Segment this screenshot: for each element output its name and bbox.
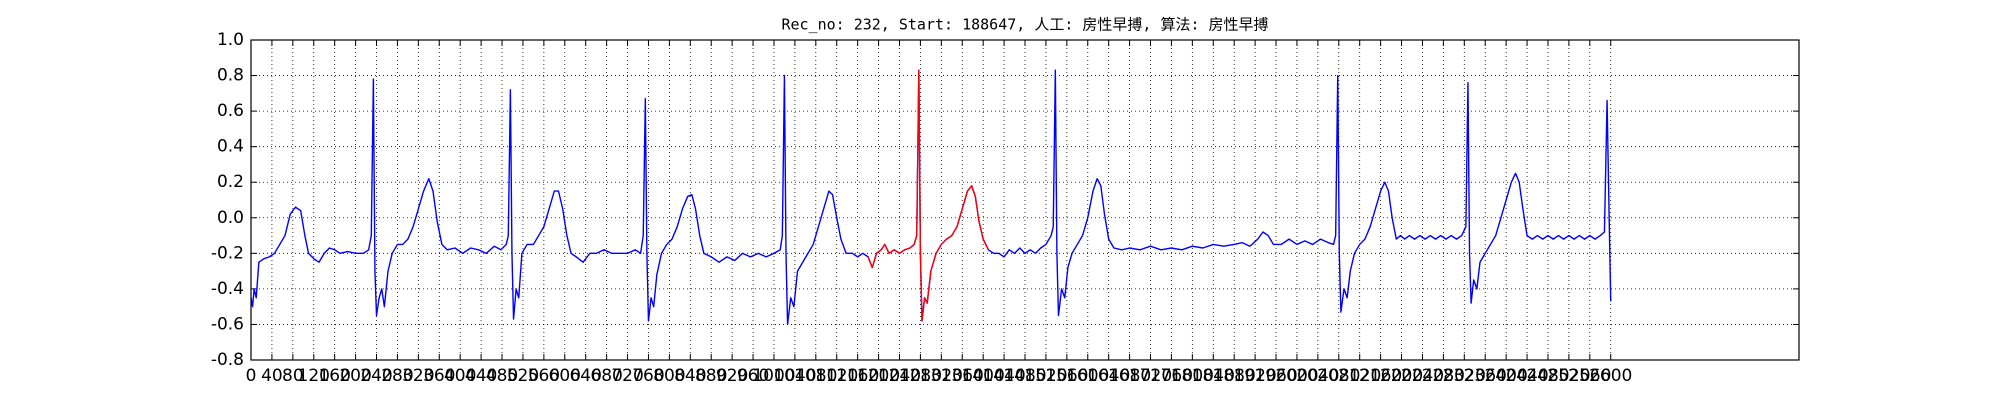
x-tick-label: 2320 xyxy=(1443,366,1486,386)
x-tick-label: 520 xyxy=(507,366,539,386)
x-tick-label: 1880 xyxy=(1213,366,1256,386)
x-tick-label: 2080 xyxy=(1317,366,1360,386)
x-tick-label: 1960 xyxy=(1254,366,1297,386)
signal-line xyxy=(867,69,990,322)
x-tick-label: 1280 xyxy=(899,366,942,386)
x-tick-label: 1360 xyxy=(941,366,984,386)
x-tick-label: 1440 xyxy=(982,366,1025,386)
x-tick-label: 240 xyxy=(360,366,392,386)
x-tick-label: 1640 xyxy=(1087,366,1130,386)
x-tick-label: 0 xyxy=(246,366,257,386)
x-tick-label: 1600 xyxy=(1066,366,1109,386)
y-tick-label: -0.8 xyxy=(211,350,244,370)
x-tick-label: 2280 xyxy=(1422,366,1465,386)
x-tick-label: 560 xyxy=(528,366,560,386)
x-tick-label: 2120 xyxy=(1338,366,1381,386)
x-tick-label: 480 xyxy=(486,366,518,386)
x-tick-label: 1000 xyxy=(752,366,795,386)
plot-frame xyxy=(250,39,1800,361)
x-tick-label: 760 xyxy=(632,366,664,386)
x-tick-label: 2200 xyxy=(1380,366,1423,386)
y-tick-label: -0.6 xyxy=(211,314,244,334)
x-tick-label: 80 xyxy=(282,366,304,386)
x-tick-label: 40 xyxy=(261,366,283,386)
x-tick-label: 1200 xyxy=(857,366,900,386)
x-tick-label: 1320 xyxy=(920,366,963,386)
x-tick-label: 2560 xyxy=(1568,366,1611,386)
y-tick-label: 1.0 xyxy=(217,30,244,50)
x-tick-label: 800 xyxy=(653,366,685,386)
x-tick-label: 2400 xyxy=(1485,366,1528,386)
x-tick-label: 160 xyxy=(318,366,350,386)
x-tick-label: 360 xyxy=(423,366,455,386)
x-tick-label: 2240 xyxy=(1401,366,1444,386)
y-tick-label: 0.8 xyxy=(217,66,244,86)
x-tick-label: 1480 xyxy=(1003,366,1046,386)
x-tick-label: 1080 xyxy=(794,366,837,386)
x-tick-label: 640 xyxy=(569,366,601,386)
x-tick-label: 2520 xyxy=(1547,366,1590,386)
x-tick-label: 2000 xyxy=(1275,366,1318,386)
x-tick-label: 720 xyxy=(611,366,643,386)
x-tick-label: 2040 xyxy=(1296,366,1339,386)
x-tick-label: 1040 xyxy=(773,366,816,386)
x-tick-label: 1800 xyxy=(1171,366,1214,386)
x-tick-label: 1680 xyxy=(1108,366,1151,386)
x-tick-label: 280 xyxy=(381,366,413,386)
x-tick-label: 840 xyxy=(674,366,706,386)
x-tick-label: 200 xyxy=(339,366,371,386)
x-tick-label: 120 xyxy=(298,366,330,386)
x-tick-label: 440 xyxy=(465,366,497,386)
y-tick-label: -0.2 xyxy=(211,243,244,263)
x-tick-label: 600 xyxy=(549,366,581,386)
x-tick-label: 960 xyxy=(737,366,769,386)
y-tick-label: 0.4 xyxy=(217,137,244,157)
x-tick-label: 2360 xyxy=(1464,366,1507,386)
x-tick-label: 2600 xyxy=(1589,366,1632,386)
x-tick-label: 1400 xyxy=(962,366,1005,386)
x-tick-label: 400 xyxy=(444,366,476,386)
x-tick-label: 1920 xyxy=(1233,366,1276,386)
x-tick-label: 2480 xyxy=(1526,366,1569,386)
y-tick-label: 0.2 xyxy=(217,172,244,192)
x-tick-label: 880 xyxy=(695,366,727,386)
y-tick-label: 0.6 xyxy=(217,101,244,121)
y-tick-label: -0.4 xyxy=(211,279,244,299)
x-tick-label: 1520 xyxy=(1024,366,1067,386)
x-tick-label: 320 xyxy=(402,366,434,386)
x-tick-label: 1760 xyxy=(1150,366,1193,386)
x-tick-label: 680 xyxy=(590,366,622,386)
x-tick-label: 2160 xyxy=(1359,366,1402,386)
x-tick-label: 1840 xyxy=(1192,366,1235,386)
x-tick-label: 1240 xyxy=(878,366,921,386)
x-tick-label: 1560 xyxy=(1045,366,1088,386)
x-tick-label: 1160 xyxy=(836,366,879,386)
x-tick-label: 2440 xyxy=(1505,366,1548,386)
x-tick-label: 1720 xyxy=(1129,366,1172,386)
x-tick-label: 920 xyxy=(716,366,748,386)
x-tick-label: 1120 xyxy=(815,366,858,386)
chart-title: Rec_no: 232, Start: 188647, 人工: 房性早搏, 算法… xyxy=(781,16,1268,34)
y-tick-label: 0.0 xyxy=(217,208,244,228)
